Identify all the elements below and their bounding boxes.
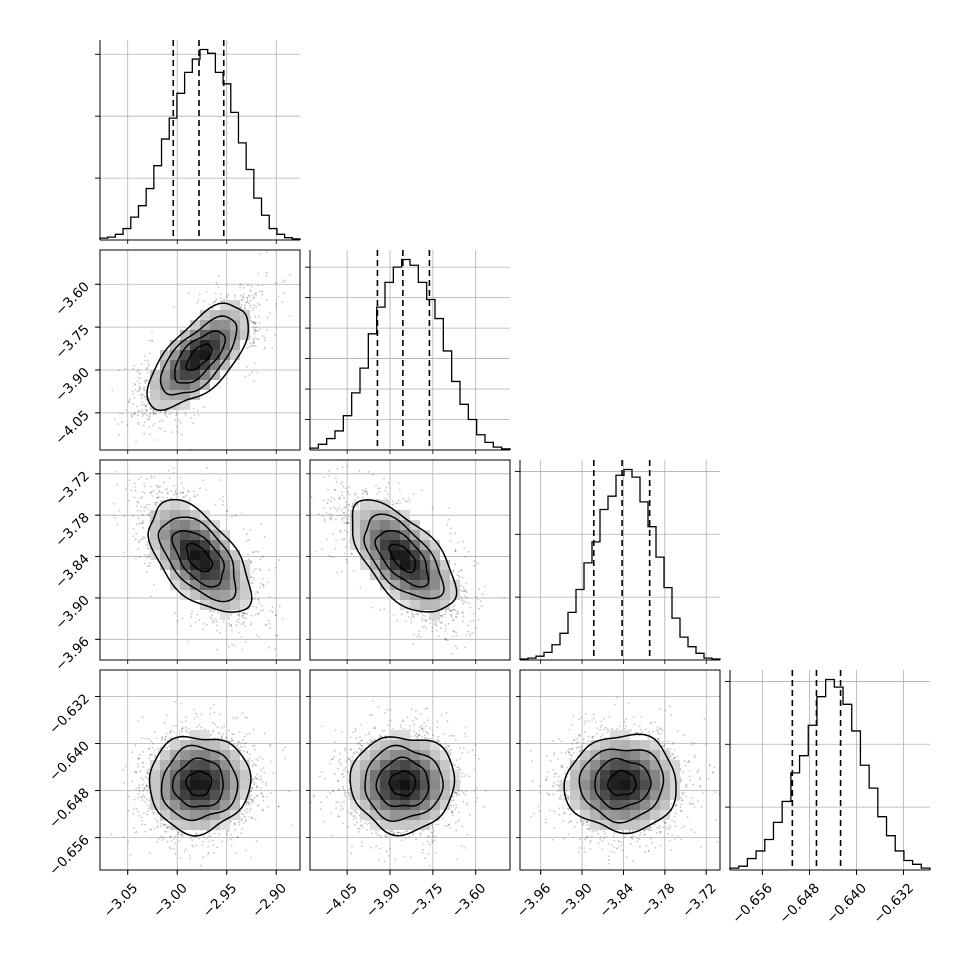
histogram-step-0 bbox=[99, 48, 301, 240]
x-tick-label: −3.75 bbox=[406, 880, 447, 921]
contour-2-1-1 bbox=[374, 530, 430, 588]
contour-3-2-1 bbox=[594, 757, 652, 810]
x-tick-label: −3.84 bbox=[596, 880, 637, 921]
contour-2-0-2 bbox=[157, 516, 237, 603]
histogram-step-2 bbox=[519, 468, 721, 660]
contour-3-0-1 bbox=[171, 757, 224, 808]
y-tick-label: −3.78 bbox=[52, 510, 93, 551]
contour-3-1-2 bbox=[364, 744, 444, 822]
x-tick-label: −4.05 bbox=[320, 880, 361, 921]
contour-3-1-0 bbox=[388, 770, 417, 797]
y-tick-label: −3.90 bbox=[52, 365, 93, 406]
contour-1-0-3 bbox=[146, 302, 250, 412]
y-tick-label: −0.640 bbox=[46, 738, 93, 785]
x-tick-label: −3.90 bbox=[555, 880, 596, 921]
y-tick-label: −3.72 bbox=[52, 468, 93, 509]
x-tick-label: −3.78 bbox=[638, 880, 679, 921]
scatter-points-3-2 bbox=[526, 696, 720, 867]
y-tick-label: −4.05 bbox=[52, 407, 93, 448]
contour-3-1-1 bbox=[375, 756, 430, 808]
y-tick-label: −3.96 bbox=[52, 634, 93, 675]
y-tick-label: −3.90 bbox=[52, 592, 93, 633]
contour-2-1-0 bbox=[388, 543, 417, 574]
x-tick-label: −3.00 bbox=[150, 880, 191, 921]
panel-frame-2-1 bbox=[309, 459, 511, 661]
contour-3-0-2 bbox=[160, 744, 239, 822]
panel-frame-1-0 bbox=[99, 249, 301, 451]
contour-2-1-3 bbox=[351, 499, 458, 613]
y-tick-label: −0.656 bbox=[46, 832, 93, 879]
x-tick-label: −3.96 bbox=[514, 880, 555, 921]
panel-frame-3-0 bbox=[99, 669, 301, 871]
histogram-step-3 bbox=[729, 678, 931, 870]
contour-3-0-0 bbox=[185, 770, 213, 797]
contour-2-0-0 bbox=[185, 542, 214, 573]
contour-3-2-2 bbox=[578, 748, 665, 824]
contour-1-0-1 bbox=[174, 330, 227, 384]
frames-layer bbox=[99, 40, 930, 871]
x-tick-label: −2.95 bbox=[200, 880, 241, 921]
y-tick-label: −3.84 bbox=[52, 551, 93, 592]
x-tick-label: −3.72 bbox=[679, 880, 720, 921]
panel-frame-2-0 bbox=[99, 459, 301, 661]
density-bins-2-0 bbox=[150, 500, 250, 620]
x-tick-label: −0.640 bbox=[823, 880, 870, 927]
panel-frame-3-1 bbox=[309, 669, 511, 871]
marks-layer bbox=[99, 40, 931, 870]
x-tick-label: −0.656 bbox=[729, 880, 776, 927]
x-tick-label: −3.05 bbox=[101, 880, 142, 921]
contour-3-0-3 bbox=[148, 735, 252, 837]
x-tick-label: −0.648 bbox=[776, 880, 823, 927]
scatter-points-3-0 bbox=[110, 700, 294, 867]
x-tick-label: −3.60 bbox=[449, 880, 490, 921]
histogram-step-1 bbox=[309, 258, 511, 450]
contour-2-0-1 bbox=[171, 530, 225, 588]
y-tick-label: −0.648 bbox=[46, 785, 93, 832]
contour-2-0-3 bbox=[147, 498, 253, 613]
contour-2-1-2 bbox=[363, 513, 445, 600]
contour-3-2-3 bbox=[563, 733, 677, 835]
y-tick-label: −0.632 bbox=[46, 691, 93, 738]
y-tick-label: −3.60 bbox=[52, 279, 93, 320]
x-tick-label: −3.90 bbox=[363, 880, 404, 921]
contour-3-1-3 bbox=[349, 736, 456, 837]
x-tick-label: −2.90 bbox=[249, 880, 290, 921]
x-tick-label: −0.632 bbox=[870, 880, 917, 927]
density-bins-3-1 bbox=[350, 730, 460, 830]
contour-1-0-2 bbox=[159, 315, 238, 396]
contour-3-2-0 bbox=[607, 769, 637, 796]
panel-frame-3-2 bbox=[519, 669, 721, 871]
y-tick-label: −3.75 bbox=[52, 322, 93, 363]
contour-1-0-0 bbox=[185, 343, 213, 371]
